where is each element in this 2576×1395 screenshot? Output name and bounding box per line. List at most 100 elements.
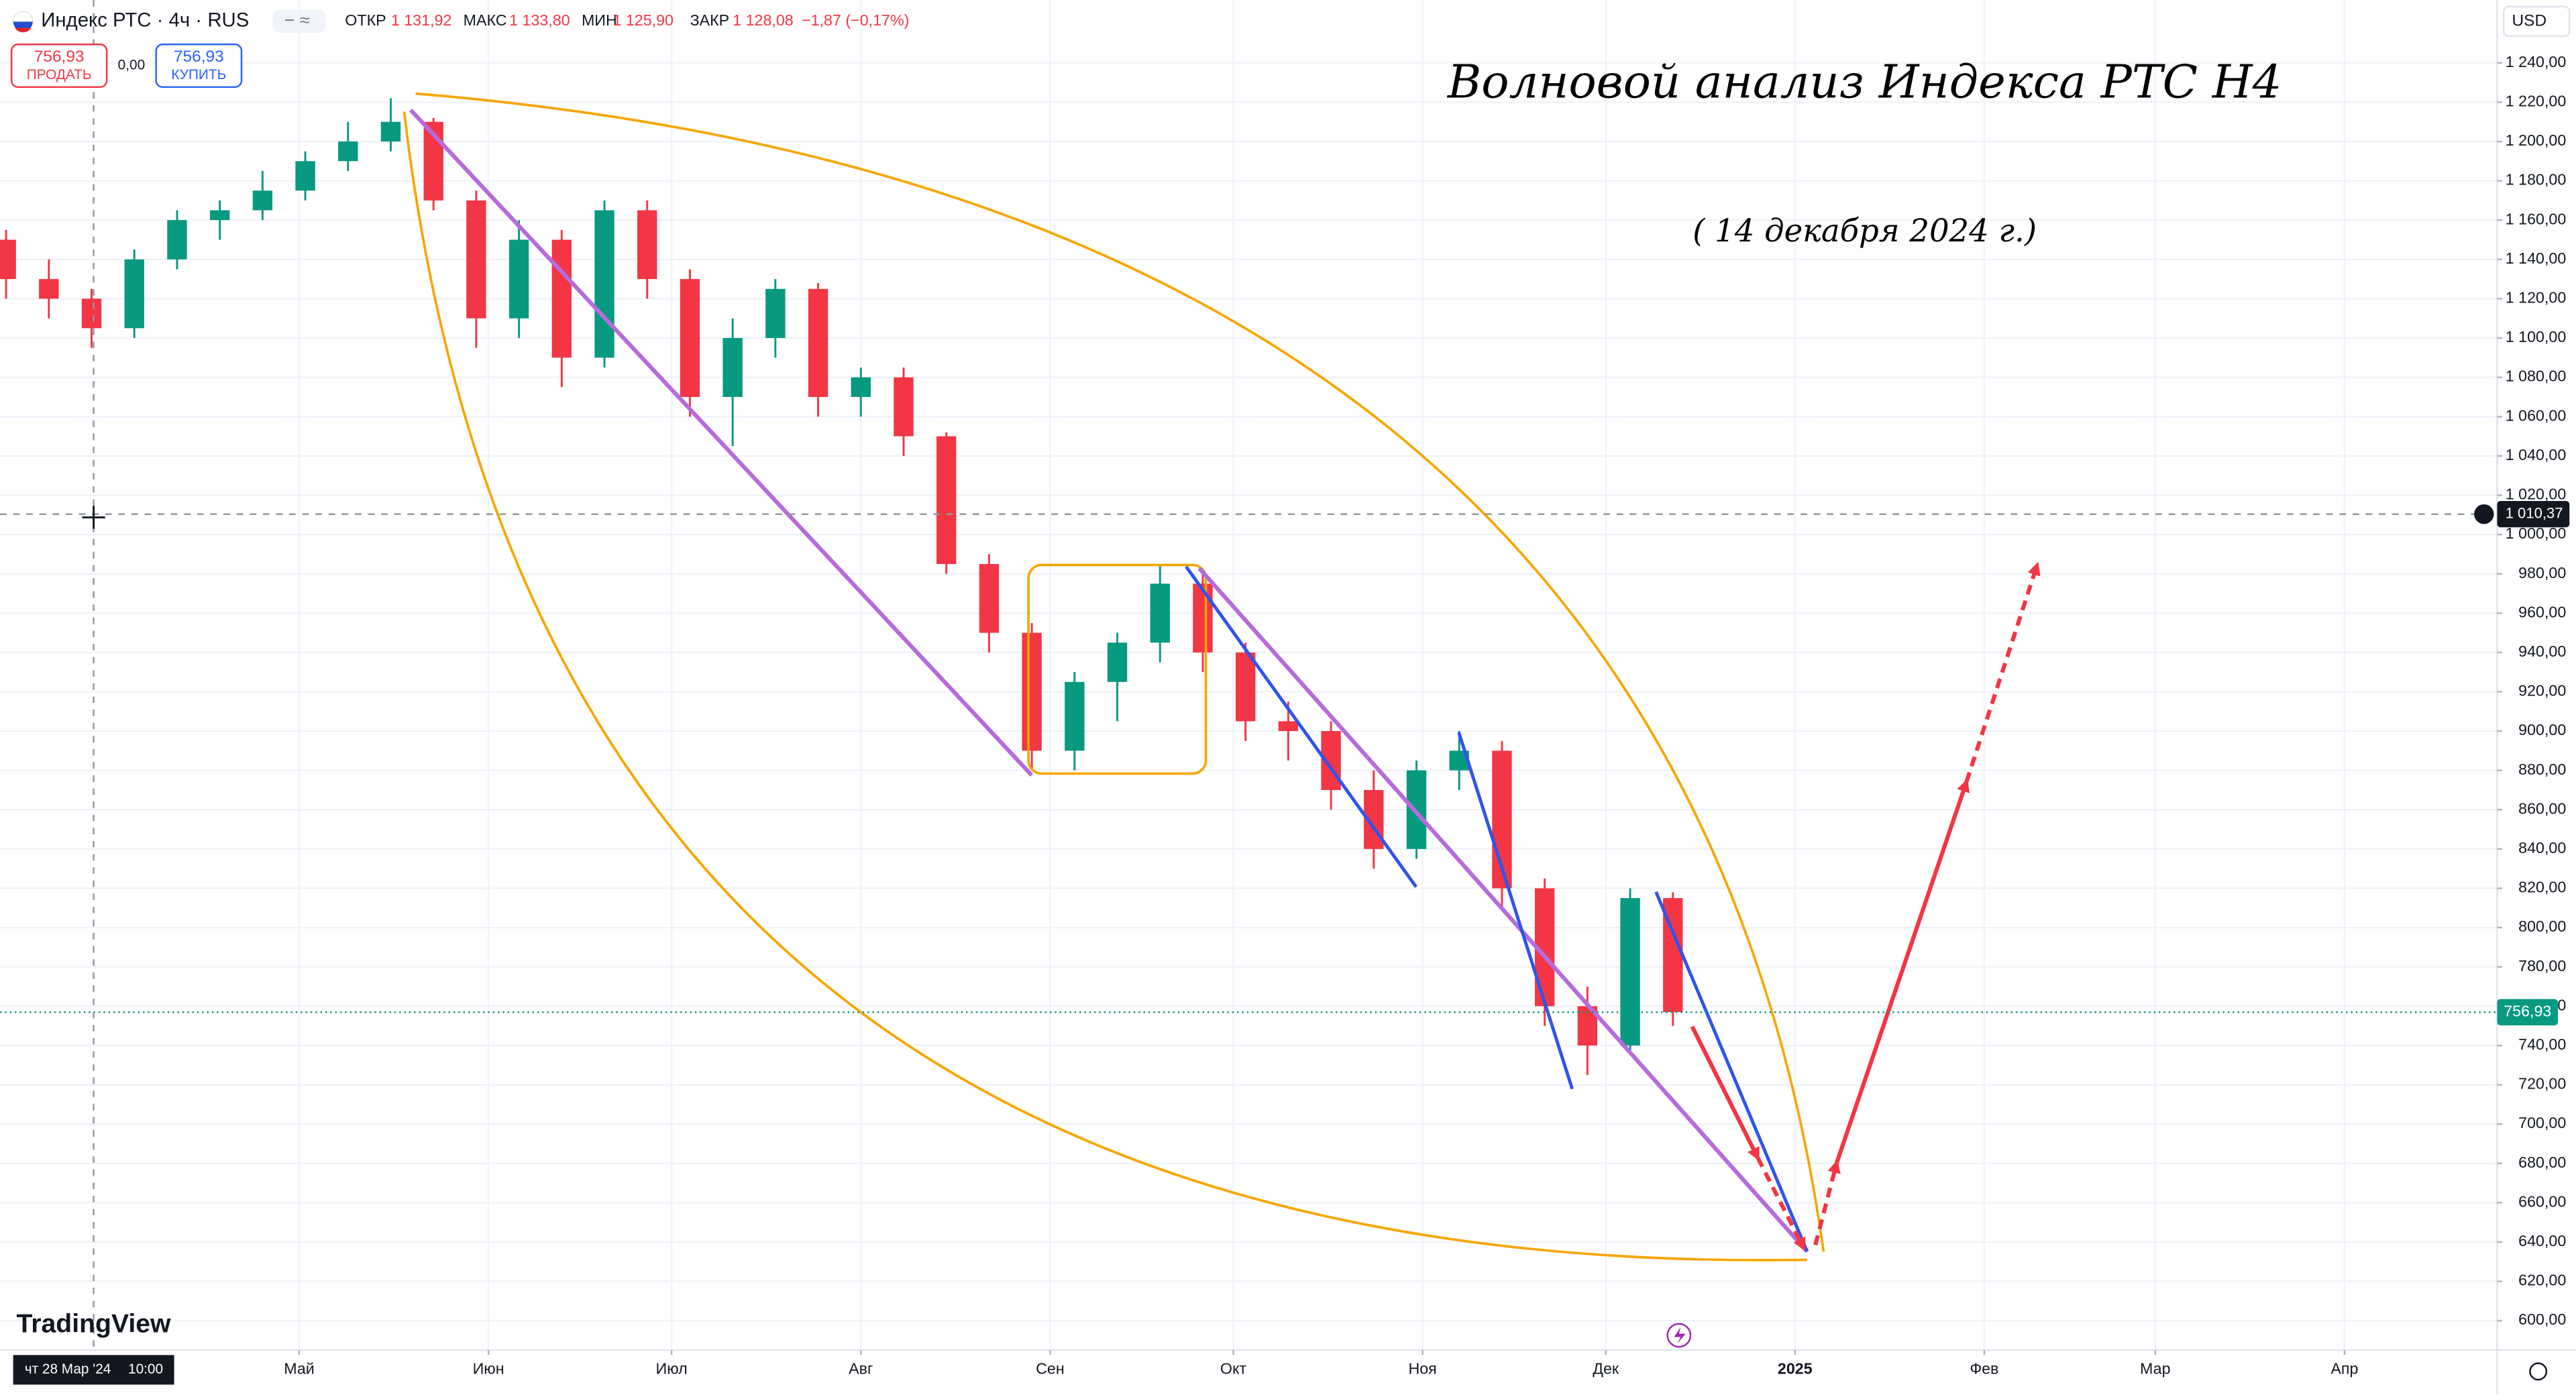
toggle[interactable] xyxy=(272,9,325,33)
candle-body xyxy=(380,121,401,142)
candle-body xyxy=(124,259,144,329)
change: −1,87 (−0,17%) xyxy=(802,11,909,29)
cursor xyxy=(82,506,105,529)
candle-body xyxy=(1065,681,1085,751)
crosshair-date: чт 28 Мар '24 xyxy=(25,1361,111,1377)
candle-body xyxy=(466,200,486,319)
y-tick-label: 880,00 xyxy=(2518,761,2566,778)
red-arrow xyxy=(1813,1160,1841,1246)
chart-subtitle: ( 14 декабря 2024 г.) xyxy=(1693,213,2037,249)
open-value: 1 131,92 xyxy=(391,11,452,29)
candle-body xyxy=(894,377,914,437)
y-tick-label: 980,00 xyxy=(2518,564,2566,581)
purple-trend xyxy=(409,108,1034,777)
candle-body xyxy=(594,210,614,358)
candle-body xyxy=(1107,643,1128,682)
y-tick-label: 900,00 xyxy=(2518,721,2566,738)
buy-price: 756,93 xyxy=(174,48,224,66)
candles xyxy=(0,98,1683,1075)
candle-body xyxy=(851,377,871,397)
currency-button[interactable] xyxy=(2503,5,2571,38)
y-tick-label: 1 020,00 xyxy=(2506,486,2567,503)
sell-button[interactable] xyxy=(10,43,108,89)
chart-title: Волновой анализ Индекса РТС Н4 xyxy=(1446,55,2282,109)
spread: 0,00 xyxy=(118,57,145,72)
x-tick-label: Ноя xyxy=(1408,1360,1436,1378)
add-alert-icon xyxy=(2474,504,2494,524)
x-tick-label: Май xyxy=(284,1360,315,1378)
x-tick-label: Апр xyxy=(2330,1360,2358,1378)
candle-body xyxy=(1278,721,1299,732)
candle-body xyxy=(722,338,743,397)
y-tick-label: 680,00 xyxy=(2518,1154,2566,1171)
crosshair-clock: 10:00 xyxy=(128,1361,163,1377)
high-label: МАКС xyxy=(464,11,507,29)
crosshair-time-box xyxy=(13,1355,174,1385)
y-tick-label: 620,00 xyxy=(2518,1272,2566,1289)
y-tick-label: 1 080,00 xyxy=(2506,368,2567,385)
candle-body xyxy=(338,141,358,162)
candle-body xyxy=(808,288,828,397)
low-label: МИН xyxy=(582,11,617,29)
last-price-box xyxy=(2497,999,2559,1025)
y-tick-label: 1 240,00 xyxy=(2506,53,2567,70)
candle-body xyxy=(765,288,786,339)
drawings xyxy=(402,92,2041,1262)
candle-body xyxy=(1235,652,1256,722)
candle-body xyxy=(0,239,16,280)
x-tick-label: Мар xyxy=(2140,1360,2171,1378)
x-tick-label: Июн xyxy=(473,1360,504,1378)
orange-arc xyxy=(415,92,1825,1252)
x-tick-label: 2025 xyxy=(1778,1360,1813,1378)
red-arrow xyxy=(1835,779,1970,1164)
close-label: ЗАКР xyxy=(690,11,730,29)
y-tick-label: 1 200,00 xyxy=(2506,131,2567,149)
y-tick-label: 820,00 xyxy=(2518,879,2566,896)
open-label: ОТКР xyxy=(345,11,386,29)
y-tick-label: 860,00 xyxy=(2518,799,2566,817)
candle-body xyxy=(1193,583,1213,653)
orange-box xyxy=(1027,563,1208,775)
buy-button[interactable] xyxy=(155,43,243,89)
candle-body xyxy=(81,298,102,329)
candle-body xyxy=(979,563,1000,633)
x-tick-label: Сен xyxy=(1036,1360,1065,1378)
candle-body xyxy=(39,279,59,299)
candle-body xyxy=(508,239,529,319)
candle-body xyxy=(1150,583,1170,643)
candle-body xyxy=(295,161,315,191)
x-tick-label: Фев xyxy=(1970,1360,1998,1378)
candle-body xyxy=(551,239,572,358)
sell-price: 756,93 xyxy=(34,48,85,66)
candle-body xyxy=(1620,898,1640,1046)
settings-icon[interactable] xyxy=(2529,1362,2548,1381)
y-tick-label: 660,00 xyxy=(2518,1192,2566,1210)
symbol[interactable]: Индекс РТС · 4ч · RUS xyxy=(41,9,249,32)
y-tick-label: 640,00 xyxy=(2518,1232,2566,1249)
last-price-label: 756,93 xyxy=(2504,1002,2551,1019)
y-tick-label: 920,00 xyxy=(2518,682,2566,700)
blue-line xyxy=(1185,565,1418,888)
y-tick-label: 840,00 xyxy=(2518,839,2566,856)
red-arrow xyxy=(1756,1157,1806,1251)
candle-body xyxy=(1022,632,1042,751)
y-tick-label: 600,00 xyxy=(2518,1310,2566,1328)
y-tick-label: 740,00 xyxy=(2518,1036,2566,1053)
currency: USD xyxy=(2512,11,2546,30)
y-tick-label: 1 140,00 xyxy=(2506,249,2567,267)
svg-text:− ≈: − ≈ xyxy=(284,10,310,30)
orange-arc xyxy=(402,111,1807,1262)
candle-body xyxy=(637,210,657,280)
event-icon[interactable] xyxy=(1666,1323,1692,1348)
sell-label: ПРОДАТЬ xyxy=(27,67,92,82)
y-tick-label: 1 100,00 xyxy=(2506,328,2567,345)
red-arrow xyxy=(1690,1025,1760,1161)
candle-body xyxy=(680,279,700,397)
buy-label: КУПИТЬ xyxy=(171,67,226,82)
purple-trend xyxy=(1197,567,1809,1253)
brand: TradingView xyxy=(16,1310,171,1339)
y-tick-label: 1 060,00 xyxy=(2506,406,2567,424)
low-value: 1 125,90 xyxy=(612,11,674,29)
